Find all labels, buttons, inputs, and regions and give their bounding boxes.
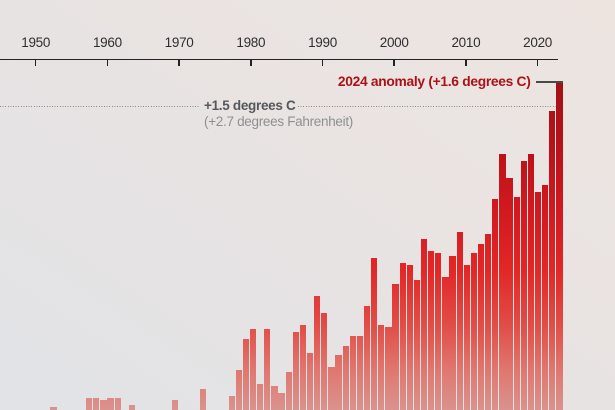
bar-1979 <box>235 369 242 410</box>
bar-2010 <box>456 232 463 410</box>
bar-2020 <box>527 153 535 410</box>
bar-1996 <box>356 336 364 410</box>
bar-1983 <box>264 329 271 410</box>
bar-1974 <box>200 388 207 410</box>
bar-2007 <box>435 253 442 410</box>
bar-2000 <box>385 326 392 410</box>
bar-1978 <box>228 395 235 410</box>
bar-1998 <box>371 258 378 410</box>
bar-2004 <box>413 279 421 410</box>
bar-1982 <box>257 383 264 410</box>
bar-1985 <box>278 393 285 410</box>
axis-tick-2020 <box>536 60 539 66</box>
bar-2016 <box>499 153 506 410</box>
bar-2008 <box>442 277 449 410</box>
axis-tick-2000 <box>393 60 395 66</box>
threshold-label: +1.5 degrees C <box>204 98 296 114</box>
bar-1990 <box>314 296 321 410</box>
bar-1964 <box>128 405 136 410</box>
bar-1987 <box>292 331 299 410</box>
bar-1994 <box>342 345 349 410</box>
bar-2021 <box>534 191 542 410</box>
bar-1960 <box>100 400 107 410</box>
bar-1993 <box>335 355 342 410</box>
bar-1986 <box>285 371 292 410</box>
axis-tick-label-1950: 1950 <box>21 35 51 50</box>
axis-tick-1980 <box>250 60 252 66</box>
axis-tick-1990 <box>321 60 324 66</box>
bar-1988 <box>299 324 307 410</box>
timeline-axis-line <box>0 58 558 61</box>
bar-2012 <box>470 253 478 410</box>
axis-tick-label-2010: 2010 <box>451 35 481 50</box>
axis-tick-label-1970: 1970 <box>164 35 194 50</box>
bar-2005 <box>420 239 428 410</box>
bar-1981 <box>249 329 257 410</box>
bar-1959 <box>93 398 100 410</box>
bar-2022 <box>542 184 549 410</box>
anomaly-label: 2024 anomaly (+1.6 degrees C) <box>337 73 531 89</box>
axis-tick-label-1990: 1990 <box>308 35 337 50</box>
bar-1992 <box>328 367 335 410</box>
bar-1970 <box>171 400 178 410</box>
axis-tick-2010 <box>465 60 467 66</box>
bar-1995 <box>349 336 356 410</box>
bar-2024 <box>556 82 563 410</box>
bar-2009 <box>449 255 456 410</box>
axis-tick-label-2000: 2000 <box>379 35 409 50</box>
bar-2001 <box>392 284 399 410</box>
bar-2017 <box>506 177 513 410</box>
bar-1997 <box>363 305 371 410</box>
bar-1984 <box>271 386 278 410</box>
bar-1962 <box>114 398 121 410</box>
axis-tick-label-1980: 1980 <box>236 35 266 50</box>
bar-1958 <box>86 398 93 410</box>
bar-2013 <box>477 243 485 410</box>
bar-1980 <box>242 338 250 410</box>
bar-2011 <box>463 265 470 410</box>
bar-2019 <box>520 161 527 410</box>
bar-1999 <box>378 324 385 410</box>
threshold-dotted-line-right <box>297 106 556 108</box>
axis-tick-label-2020: 2020 <box>523 35 553 50</box>
bar-2014 <box>485 234 492 410</box>
axis-tick-1960 <box>106 60 109 66</box>
bar-1953 <box>50 407 57 410</box>
axis-tick-1970 <box>178 60 180 66</box>
bar-2003 <box>406 265 413 410</box>
bar-2018 <box>513 196 520 410</box>
bar-1989 <box>306 352 314 410</box>
bar-2015 <box>492 198 499 410</box>
bar-1961 <box>107 398 114 410</box>
bar-1991 <box>321 312 328 410</box>
anomaly-connector-line <box>535 81 563 83</box>
bar-2002 <box>399 262 406 410</box>
threshold-sublabel: (+2.7 degrees Fahrenheit) <box>204 114 353 130</box>
axis-tick-1950 <box>34 60 37 66</box>
axis-tick-label-1960: 1960 <box>92 35 122 50</box>
threshold-dotted-line-left <box>0 106 199 108</box>
bar-2006 <box>428 251 435 410</box>
bar-2023 <box>549 111 556 410</box>
